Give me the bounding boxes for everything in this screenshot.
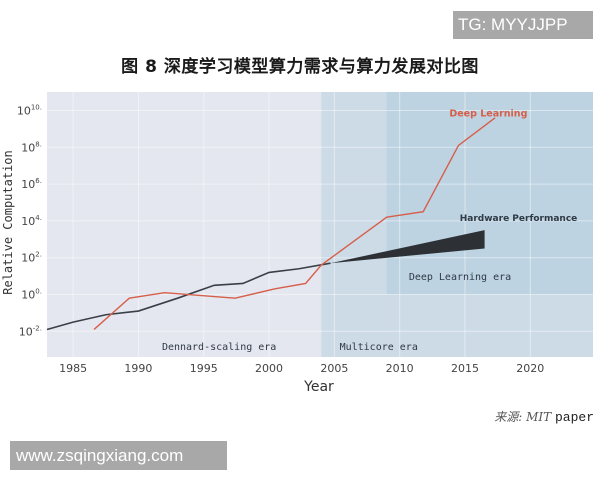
x-tick-label: 2015 <box>451 362 479 375</box>
deep-learning-era-region <box>386 92 593 295</box>
x-tick-label: 1985 <box>59 362 87 375</box>
x-tick-label: 1995 <box>190 362 218 375</box>
hardware-performance-label: Hardware Performance <box>460 214 578 224</box>
x-axis-label: Year <box>303 379 334 395</box>
y-tick-label: 106. <box>21 177 42 191</box>
y-tick-label: 10-2. <box>19 324 42 338</box>
y-tick-label: 102. <box>21 251 42 265</box>
hardware-performance-line <box>46 262 331 331</box>
deep-learning-era-label: Deep Learning era <box>409 272 511 283</box>
x-tick-label: 2000 <box>255 362 283 375</box>
y-tick-label: 104. <box>21 214 42 228</box>
multicore-era-label: Multicore era <box>340 342 418 353</box>
source-prefix: 来源: MIT <box>494 410 552 424</box>
hardware-performance-band <box>330 230 485 264</box>
deep-learning-line <box>93 117 496 330</box>
x-tick-label: 2020 <box>516 362 544 375</box>
y-tick-label: 108. <box>21 140 42 154</box>
x-tick-label: 2010 <box>386 362 414 375</box>
y-axis-label: Relative Computation <box>1 150 15 295</box>
source-caption: 来源: MIT paper <box>494 408 594 425</box>
watermark-bottom: www.zsqingxiang.com <box>10 441 227 470</box>
y-tick-label: 1010. <box>17 104 42 118</box>
watermark-top: TG: MYYJJPP <box>453 11 593 39</box>
x-tick-label: 1990 <box>124 362 152 375</box>
x-tick-label: 2005 <box>320 362 348 375</box>
source-suffix: paper <box>554 410 594 425</box>
dennard-scaling-era-label: Dennard-scaling era <box>162 342 276 353</box>
figure-title: 图 8 深度学习模型算力需求与算力发展对比图 <box>121 57 479 77</box>
y-tick-label: 100. <box>21 288 42 302</box>
deep-learning-label: Deep Learning <box>449 108 527 119</box>
